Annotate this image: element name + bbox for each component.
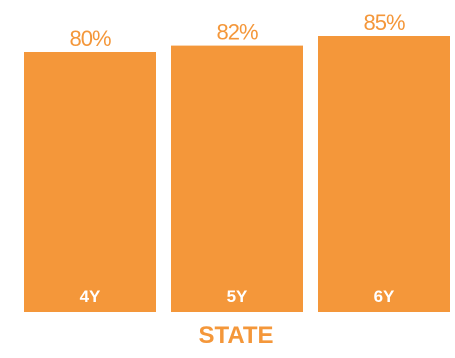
value-label-6y: 85% [363,10,404,35]
tick-label-4y: 4Y [80,287,101,306]
value-label-5y: 82% [216,20,257,45]
group-label: STATE [198,322,273,349]
bar-5y [171,45,303,312]
bars-group [24,36,450,312]
tick-labels-group: 4Y 5Y 6Y [80,287,395,306]
tick-label-5y: 5Y [227,287,248,306]
bar-6y [318,36,450,312]
value-label-4y: 80% [69,26,110,51]
value-labels-group: 80% 82% 85% [69,10,405,51]
bar-4y [24,52,156,312]
tick-label-6y: 6Y [374,287,395,306]
